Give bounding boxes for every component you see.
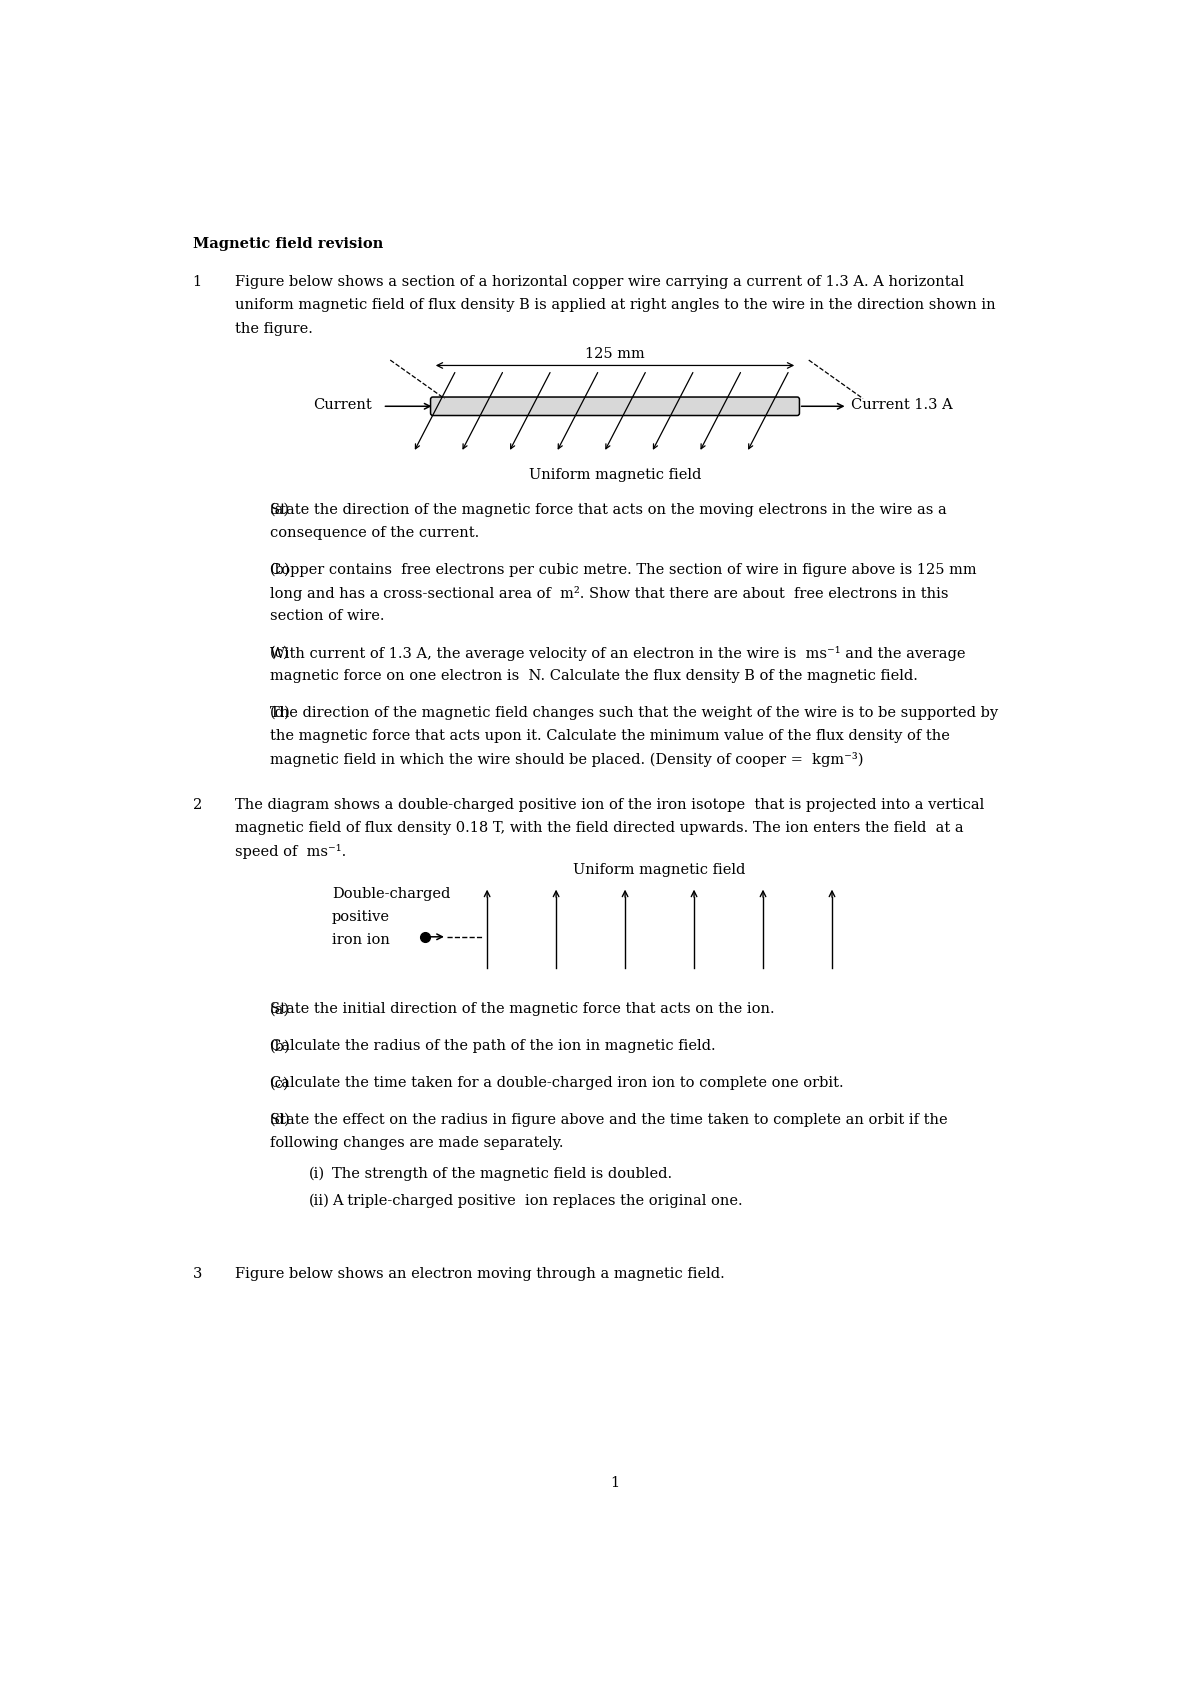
Text: long and has a cross-sectional area of  m². Show that there are about  free elec: long and has a cross-sectional area of m… [270, 586, 949, 601]
Text: speed of  ms⁻¹.: speed of ms⁻¹. [235, 844, 347, 859]
Text: magnetic field in which the wire should be placed. (Density of cooper =  kgm⁻³): magnetic field in which the wire should … [270, 752, 864, 767]
Text: Calculate the time taken for a double-charged iron ion to complete one orbit.: Calculate the time taken for a double-ch… [270, 1077, 844, 1090]
Text: 1: 1 [193, 275, 202, 289]
Text: State the initial direction of the magnetic force that acts on the ion.: State the initial direction of the magne… [270, 1002, 775, 1015]
Text: The diagram shows a double-charged positive ion of the iron isotope  that is pro: The diagram shows a double-charged posit… [235, 798, 984, 812]
Text: the figure.: the figure. [235, 321, 313, 336]
Text: Figure below shows a section of a horizontal copper wire carrying a current of 1: Figure below shows a section of a horizo… [235, 275, 965, 289]
FancyBboxPatch shape [431, 397, 799, 416]
Text: (b): (b) [270, 562, 290, 577]
Text: Magnetic field revision: Magnetic field revision [193, 236, 383, 251]
Text: the magnetic force that acts upon it. Calculate the minimum value of the flux de: the magnetic force that acts upon it. Ca… [270, 728, 950, 744]
Text: Current 1.3 A: Current 1.3 A [851, 397, 953, 411]
Text: (c): (c) [270, 1077, 289, 1090]
Text: 3: 3 [193, 1267, 202, 1280]
Text: (a): (a) [270, 503, 290, 516]
Text: (i): (i) [308, 1167, 325, 1182]
Text: iron ion: iron ion [332, 932, 390, 947]
Text: uniform magnetic field of flux density B is applied at right angles to the wire : uniform magnetic field of flux density B… [235, 299, 996, 312]
Text: (d): (d) [270, 1114, 290, 1127]
Text: (ii): (ii) [308, 1194, 330, 1207]
Text: Calculate the radius of the path of the ion in magnetic field.: Calculate the radius of the path of the … [270, 1039, 715, 1053]
Text: 1: 1 [611, 1476, 619, 1489]
Text: (a): (a) [270, 1002, 290, 1015]
Text: With current of 1.3 A, the average velocity of an electron in the wire is  ms⁻¹ : With current of 1.3 A, the average veloc… [270, 645, 966, 661]
Text: magnetic force on one electron is  N. Calculate the flux density B of the magnet: magnetic force on one electron is N. Cal… [270, 669, 918, 683]
Text: positive: positive [332, 910, 390, 924]
Text: section of wire.: section of wire. [270, 610, 385, 623]
Text: A triple-charged positive  ion replaces the original one.: A triple-charged positive ion replaces t… [332, 1194, 743, 1207]
Text: Figure below shows an electron moving through a magnetic field.: Figure below shows an electron moving th… [235, 1267, 725, 1280]
Text: consequence of the current.: consequence of the current. [270, 526, 479, 540]
Text: Double-charged: Double-charged [332, 886, 450, 900]
Text: 125 mm: 125 mm [586, 346, 644, 362]
Text: magnetic field of flux density 0.18 T, with the field directed upwards. The ion : magnetic field of flux density 0.18 T, w… [235, 822, 964, 835]
Text: Copper contains  free electrons per cubic metre. The section of wire in figure a: Copper contains free electrons per cubic… [270, 562, 977, 577]
Text: (d): (d) [270, 706, 290, 720]
Text: Uniform magnetic field: Uniform magnetic field [574, 863, 745, 876]
Text: (b): (b) [270, 1039, 290, 1053]
Text: The strength of the magnetic field is doubled.: The strength of the magnetic field is do… [332, 1167, 672, 1182]
Text: Uniform magnetic field: Uniform magnetic field [529, 469, 701, 482]
Text: The direction of the magnetic field changes such that the weight of the wire is : The direction of the magnetic field chan… [270, 706, 998, 720]
Text: 2: 2 [193, 798, 202, 812]
Text: following changes are made separately.: following changes are made separately. [270, 1136, 564, 1150]
Text: State the effect on the radius in figure above and the time taken to complete an: State the effect on the radius in figure… [270, 1114, 948, 1127]
Text: Current: Current [313, 397, 372, 411]
Text: (c): (c) [270, 645, 289, 661]
Text: State the direction of the magnetic force that acts on the moving electrons in t: State the direction of the magnetic forc… [270, 503, 947, 516]
